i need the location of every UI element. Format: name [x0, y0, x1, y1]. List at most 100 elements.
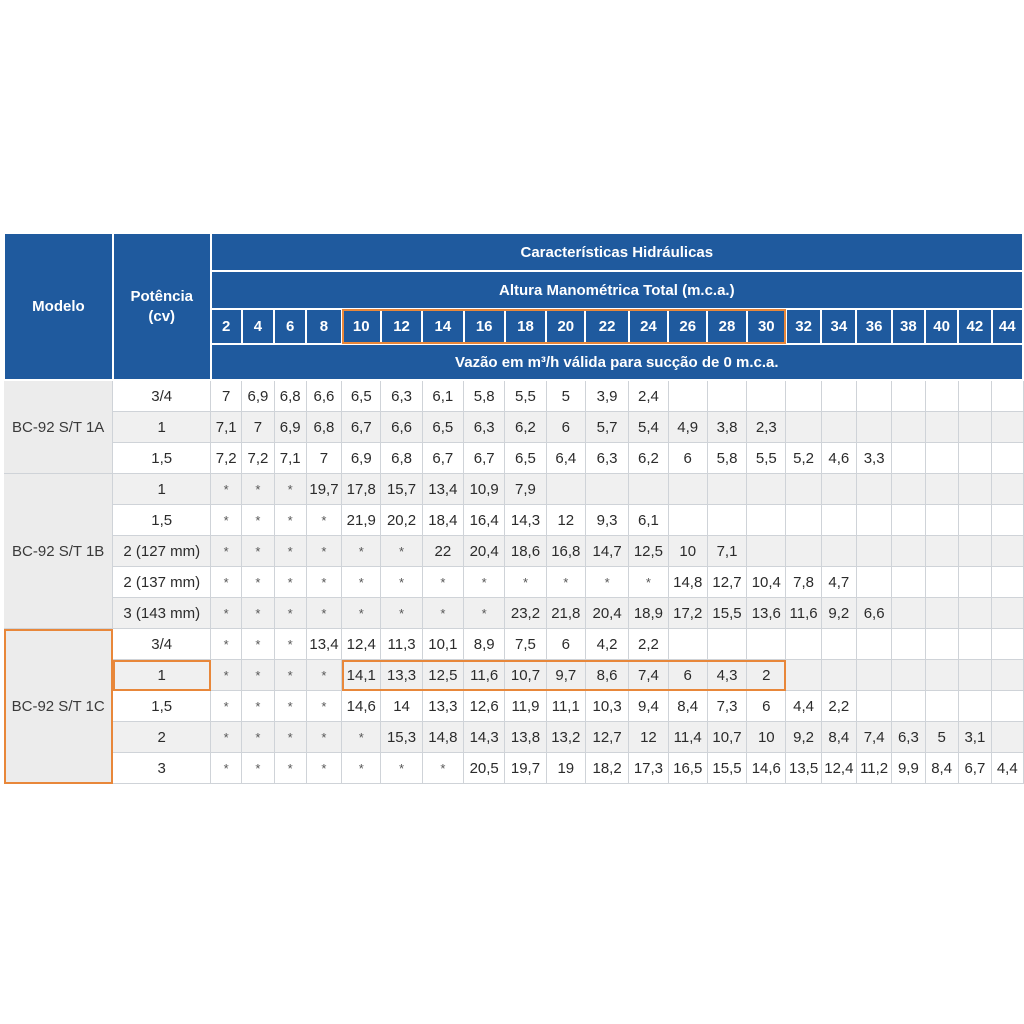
flow-cell: 12,4	[821, 752, 857, 784]
flow-cell: 7,9	[504, 473, 547, 505]
flow-cell: 5,5	[746, 442, 787, 474]
flow-cell: *	[274, 690, 307, 722]
flow-cell	[891, 566, 926, 598]
flow-cell: 17,3	[628, 752, 669, 784]
flow-cell: 7,2	[241, 442, 275, 474]
head-10: 10	[340, 308, 382, 345]
flow-cell: 7,1	[274, 442, 307, 474]
flow-cell: 6,3	[585, 442, 630, 474]
flow-cell: *	[306, 566, 343, 598]
flow-cell	[821, 628, 857, 660]
flow-cell	[891, 380, 926, 412]
flow-cell	[991, 504, 1024, 536]
flow-cell: *	[628, 566, 669, 598]
flow-cell: 6	[668, 442, 708, 474]
flow-cell: *	[306, 752, 343, 784]
head-42: 42	[957, 308, 993, 345]
flow-cell	[746, 504, 787, 536]
flow-cell: 10,4	[746, 566, 787, 598]
flow-cell: 12,5	[628, 535, 669, 567]
flow-cell: 2	[746, 659, 787, 691]
flow-cell	[856, 535, 893, 567]
head-4: 4	[240, 308, 276, 345]
flow-cell	[925, 628, 959, 660]
flow-cell	[707, 504, 748, 536]
flow-cell	[668, 628, 708, 660]
flow-cell: 4,4	[991, 752, 1024, 784]
flow-cell: 12,6	[463, 690, 506, 722]
flow-cell: 20,4	[463, 535, 506, 567]
flow-cell: 7,2	[210, 442, 243, 474]
flow-cell	[925, 690, 959, 722]
flow-cell	[991, 535, 1024, 567]
flow-cell: 14,3	[463, 721, 506, 753]
flow-cell	[821, 380, 857, 412]
flow-cell	[707, 380, 748, 412]
flow-cell	[785, 628, 822, 660]
hydraulic-characteristics-table: Modelo Potência (cv) Características Hid…	[3, 232, 1024, 784]
flow-cell: 3,3	[856, 442, 893, 474]
flow-cell: *	[210, 535, 243, 567]
flow-cell: 11,6	[463, 659, 506, 691]
flow-cell: *	[306, 504, 343, 536]
flow-cell	[856, 659, 893, 691]
flow-cell: 9,2	[785, 721, 822, 753]
flow-cell: *	[210, 504, 243, 536]
flow-cell: *	[341, 535, 382, 567]
flow-cell	[856, 566, 893, 598]
flow-cell: *	[241, 659, 275, 691]
flow-cell: 5,5	[504, 380, 547, 412]
potencia-cell: 1	[112, 473, 212, 505]
pump-table-container: Modelo Potência (cv) Características Hid…	[3, 232, 1024, 784]
head-22: 22	[584, 308, 630, 345]
flow-cell: 19,7	[504, 752, 547, 784]
flow-cell	[991, 380, 1024, 412]
flow-cell: 21,8	[546, 597, 586, 629]
flow-cell: 8,4	[668, 690, 708, 722]
flow-cell: 7,4	[628, 659, 669, 691]
flow-cell	[958, 504, 993, 536]
head-32: 32	[784, 308, 823, 345]
flow-cell	[925, 659, 959, 691]
flow-cell	[891, 535, 926, 567]
flow-cell: *	[274, 659, 307, 691]
flow-cell: 9,4	[628, 690, 669, 722]
flow-cell: *	[241, 597, 275, 629]
flow-cell: 21,9	[341, 504, 382, 536]
flow-cell: 8,4	[925, 752, 959, 784]
flow-cell	[891, 504, 926, 536]
flow-cell: *	[241, 690, 275, 722]
flow-cell: 15,3	[380, 721, 423, 753]
flow-cell	[746, 473, 787, 505]
flow-cell: 2,3	[746, 411, 787, 443]
flow-cell	[785, 504, 822, 536]
flow-cell: 15,5	[707, 597, 748, 629]
table-row: 3 (143 mm) * * * * * * * * 23,2 21,8 20,4 18,9 17,2 15…	[4, 597, 1024, 629]
flow-cell	[958, 597, 993, 629]
flow-cell: 2,4	[628, 380, 669, 412]
flow-cell: 2,2	[628, 628, 669, 660]
flow-cell: 12,7	[585, 721, 630, 753]
flow-cell: 7	[306, 442, 343, 474]
table-row: 1,5 7,2 7,2 7,1 7 6,9 6,8 6,7 6,7 6,5 6,4 6,3 6,2 6 5,…	[4, 442, 1024, 474]
head-18: 18	[503, 308, 548, 345]
header-altura: Altura Manométrica Total (m.c.a.)	[209, 270, 1024, 310]
flow-cell: *	[241, 504, 275, 536]
flow-cell: 14,3	[504, 504, 547, 536]
flow-cell	[958, 690, 993, 722]
flow-cell: 6,3	[463, 411, 506, 443]
flow-cell	[991, 628, 1024, 660]
flow-cell	[925, 504, 959, 536]
head-28: 28	[706, 308, 748, 345]
flow-cell	[891, 442, 926, 474]
flow-cell: 18,6	[504, 535, 547, 567]
flow-cell: *	[241, 535, 275, 567]
flow-cell: 9,2	[821, 597, 857, 629]
flow-cell: 16,5	[668, 752, 708, 784]
flow-cell: 11,6	[785, 597, 822, 629]
flow-cell	[546, 473, 586, 505]
flow-cell: 20,4	[585, 597, 630, 629]
flow-cell	[891, 411, 926, 443]
flow-cell: 6,5	[504, 442, 547, 474]
header-potencia-label: Potência (cv)	[130, 287, 193, 325]
